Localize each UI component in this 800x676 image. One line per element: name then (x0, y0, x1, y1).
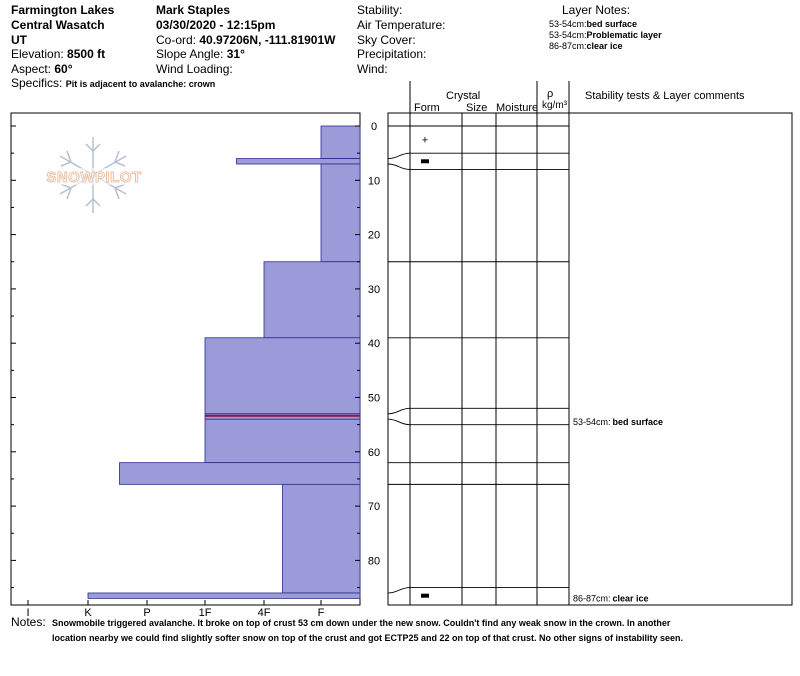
elevation-value: 8500 ft (67, 47, 106, 61)
hardness-tick-label: F (318, 607, 325, 619)
specifics-label: Specifics: (11, 76, 63, 90)
location-name: Farmington Lakes (11, 3, 115, 17)
coord-value: 40.97206N, -111.81901W (199, 33, 336, 47)
layer-note-text: Problematic layer (586, 30, 662, 40)
grain-form-symbol (421, 593, 429, 598)
hardness-tick-label: K (84, 607, 92, 619)
hardness-bar (119, 462, 361, 485)
sky-cover-label: Sky Cover: (357, 33, 416, 47)
problem-layer-marker (205, 414, 360, 417)
hardness-bar (87, 592, 361, 599)
grain-form-symbol (421, 159, 429, 164)
layer-note-text: clear ice (586, 41, 623, 51)
hardness-tick-label: P (143, 607, 150, 619)
hardness-bar (320, 125, 361, 159)
air-temp-label: Air Temperature: (357, 18, 446, 32)
hardness-bar (236, 158, 361, 165)
stability-tests-header: Stability tests & Layer comments (585, 90, 745, 102)
depth-tick-label: 10 (368, 175, 380, 187)
hardness-tick-label: 4F (258, 607, 271, 619)
layer-connector (387, 163, 411, 170)
grain-forms: + (421, 135, 429, 598)
layer-note-2: 53-54cm:Problematic layer (549, 30, 662, 41)
layer-connector (387, 407, 411, 415)
hardness-tick-label: 1F (199, 607, 212, 619)
elevation-row: Elevation: 8500 ft (11, 47, 105, 61)
layer-rows (387, 125, 569, 594)
layer-comment: 86-87cm: clear ice (573, 593, 649, 603)
depth-tick-label: 60 (368, 447, 380, 459)
layer-notes-title: Layer Notes: (562, 3, 631, 17)
observer-name: Mark Staples (156, 3, 231, 17)
layer-comment: 53-54cm: bed surface (573, 417, 663, 427)
depth-tick-label: 0 (371, 121, 377, 133)
state-name: UT (11, 33, 27, 47)
density-unit: kg/m³ (542, 100, 567, 111)
layer-table-frame (387, 112, 793, 606)
density-rho: ρ (547, 88, 554, 100)
notes-line-2: location nearby we could find slightly s… (52, 633, 684, 643)
moisture-header: Moisture (496, 102, 539, 114)
snowpilot-logo-text: SNOWPILOT (46, 169, 141, 186)
depth-tick-label: 20 (368, 230, 380, 242)
hardness-tick-label: I (26, 607, 29, 619)
depth-tick-label: 30 (368, 284, 380, 296)
layer-note-range: 53-54cm: (549, 19, 587, 29)
notes-line-1: Snowmobile triggered avalanche. It broke… (52, 618, 671, 628)
depth-axis: 0 10 20 30 40 50 60 70 80 (11, 121, 380, 589)
layer-connector (387, 587, 411, 594)
depth-tick-label: 70 (368, 501, 380, 513)
grain-form-symbol: + (422, 135, 428, 147)
layer-connector (387, 152, 411, 160)
slope-label: Slope Angle: (156, 47, 224, 61)
notes-label: Notes: (11, 615, 46, 629)
layer-note-range: 86-87cm: (549, 41, 587, 51)
snowpilot-logo: SNOWPILOT (34, 137, 154, 213)
elevation-label: Elevation: (11, 47, 64, 61)
specifics-value: Pit is adjacent to avalanche: crown (65, 79, 216, 89)
hardness-bar (263, 261, 361, 339)
hardness-bar (204, 418, 361, 464)
depth-tick-label: 40 (368, 338, 380, 350)
precip-label: Precipitation: (357, 47, 427, 61)
slope-row: Slope Angle: 31° (156, 47, 245, 61)
depth-tick-label: 80 (368, 555, 380, 567)
layer-note-3: 86-87cm:clear ice (549, 41, 623, 52)
crystal-header: Crystal (446, 90, 481, 102)
form-header: Form (414, 102, 440, 114)
aspect-row: Aspect: 60° (11, 62, 73, 76)
wind-loading-label: Wind Loading: (156, 62, 233, 76)
coord-label: Co-ord: (156, 33, 197, 47)
layer-connector (387, 418, 411, 426)
layer-note-range: 53-54cm: (549, 30, 587, 40)
depth-tick-label: 50 (368, 393, 380, 405)
hardness-bar (204, 337, 361, 415)
specifics-row: Specifics: Pit is adjacent to avalanche:… (11, 76, 215, 90)
aspect-value: 60° (54, 62, 73, 76)
range-name: Central Wasatch (11, 18, 105, 32)
hardness-bars (87, 125, 361, 599)
hardness-bar (320, 163, 361, 263)
aspect-label: Aspect: (11, 62, 52, 76)
observation-datetime: 03/30/2020 - 12:15pm (156, 18, 276, 32)
slope-value: 31° (226, 47, 245, 61)
layer-note-1: 53-54cm:bed surface (549, 19, 637, 30)
wind-label: Wind: (357, 62, 388, 76)
hardness-bar (282, 483, 361, 594)
stability-label: Stability: (357, 3, 403, 17)
layer-note-text: bed surface (586, 19, 638, 29)
coord-row: Co-ord: 40.97206N, -111.81901W (156, 33, 335, 47)
size-header: Size (466, 102, 488, 114)
layer-comments: 53-54cm: bed surface 86-87cm: clear ice (573, 417, 663, 603)
hardness-axis: I K P 1F 4F F (26, 600, 325, 619)
